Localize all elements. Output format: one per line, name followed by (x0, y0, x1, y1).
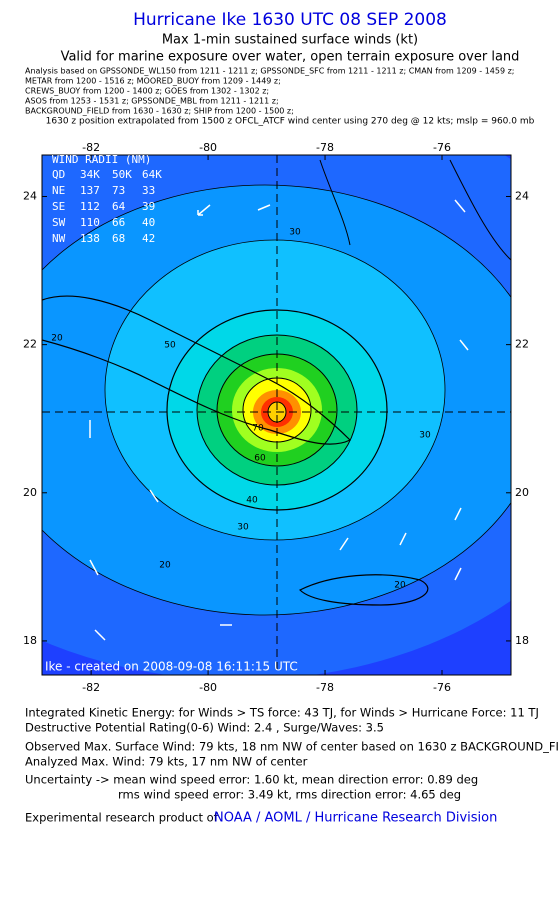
analysis-line: BACKGROUND_FIELD from 1630 - 1630 z; SHI… (25, 107, 294, 116)
y-tick-label: 20 (23, 486, 37, 499)
wind-radii-cell: 64K (142, 168, 162, 181)
x-tick-label: -80 (199, 141, 217, 154)
contour-label: 40 (246, 496, 258, 506)
y-tick-label: 24 (23, 189, 37, 202)
y-tick-label: 22 (515, 338, 529, 351)
wind-radii-cell: 110 (80, 216, 100, 229)
x-tick-label: -78 (316, 681, 334, 694)
wind-radii-cell: 34K (80, 168, 100, 181)
subtitle: Max 1-min sustained surface winds (kt) (162, 33, 418, 48)
contour-label: 60 (254, 454, 266, 464)
wind-radii-cell: 137 (80, 184, 100, 197)
x-tick-label: -82 (82, 681, 100, 694)
contour-label: 50 (164, 341, 176, 351)
wind-radii-cell: 40 (142, 216, 155, 229)
analysis-line: CREWS_BUOY from 1200 - 1400 z; GOES from… (25, 87, 269, 96)
y-tick-label: 18 (515, 634, 529, 647)
y-tick-label: 20 (515, 486, 529, 499)
wind-radii-cell: QD (52, 168, 65, 181)
ike: Integrated Kinetic Energy: for Winds > T… (25, 706, 539, 720)
x-tick-label: -76 (433, 681, 451, 694)
analysis-line: Analysis based on GPSSONDE_WL150 from 12… (25, 67, 514, 76)
uncertainty: rms wind speed error: 3.49 kt, rms direc… (118, 788, 461, 802)
wind-radii-cell: 138 (80, 232, 100, 245)
dpr: Destructive Potential Rating(0-6) Wind: … (25, 721, 384, 735)
analysis-line: METAR from 1200 - 1516 z; MOORED_BUOY fr… (25, 77, 281, 86)
contour-label: 70 (252, 424, 264, 434)
position: 1630 z position extrapolated from 1500 z… (46, 117, 535, 127)
contour-label: 30 (419, 431, 431, 441)
wind-radii-title: WIND RADII (NM) (52, 153, 151, 166)
wind-radii-cell: NE (52, 184, 65, 197)
wind-radii-cell: 33 (142, 184, 155, 197)
wind-radii-cell: SW (52, 216, 66, 229)
analyzed: Analyzed Max. Wind: 79 kts, 17 nm NW of … (25, 755, 308, 769)
footer: Integrated Kinetic Energy: for Winds > T… (25, 706, 560, 826)
product: Experimental research product of (25, 811, 219, 825)
x-tick-label: -76 (433, 141, 451, 154)
contour-label: 20 (394, 581, 406, 591)
map (42, 155, 511, 675)
valid: Valid for marine exposure over water, op… (61, 50, 520, 65)
wind-radii-cell: 50K (112, 168, 132, 181)
wind-radii-cell: 42 (142, 232, 155, 245)
wind-radii-cell: 68 (112, 232, 125, 245)
link[interactable]: NOAA / AOML / Hurricane Research Divisio… (214, 811, 497, 826)
y-tick-label: 22 (23, 338, 37, 351)
wind-radii-cell: 39 (142, 200, 155, 213)
observed: Observed Max. Surface Wind: 79 kts, 18 n… (25, 740, 560, 754)
wind-radii-cell: 73 (112, 184, 125, 197)
created: Ike - created on 2008-09-08 16:11:15 UTC (45, 660, 298, 674)
title: Hurricane Ike 1630 UTC 08 SEP 2008 (133, 10, 447, 30)
contour-label: 20 (159, 561, 171, 571)
wind-radii-cell: 112 (80, 200, 100, 213)
analysis-line: ASOS from 1253 - 1531 z; GPSSONDE_MBL fr… (25, 97, 279, 106)
x-tick-label: -78 (316, 141, 334, 154)
contour-label: 20 (51, 334, 63, 344)
uncertainty: Uncertainty -> mean wind speed error: 1.… (25, 773, 478, 787)
x-tick-label: -80 (199, 681, 217, 694)
y-tick-label: 18 (23, 634, 37, 647)
contour-label: 30 (237, 523, 249, 533)
wind-radii-cell: 66 (112, 216, 125, 229)
y-tick-label: 24 (515, 189, 529, 202)
wind-radii-cell: NW (52, 232, 66, 245)
wind-radii-cell: SE (52, 200, 65, 213)
wind-radii-cell: 64 (112, 200, 126, 213)
contour-label: 30 (289, 228, 301, 238)
x-tick-label: -82 (82, 141, 100, 154)
